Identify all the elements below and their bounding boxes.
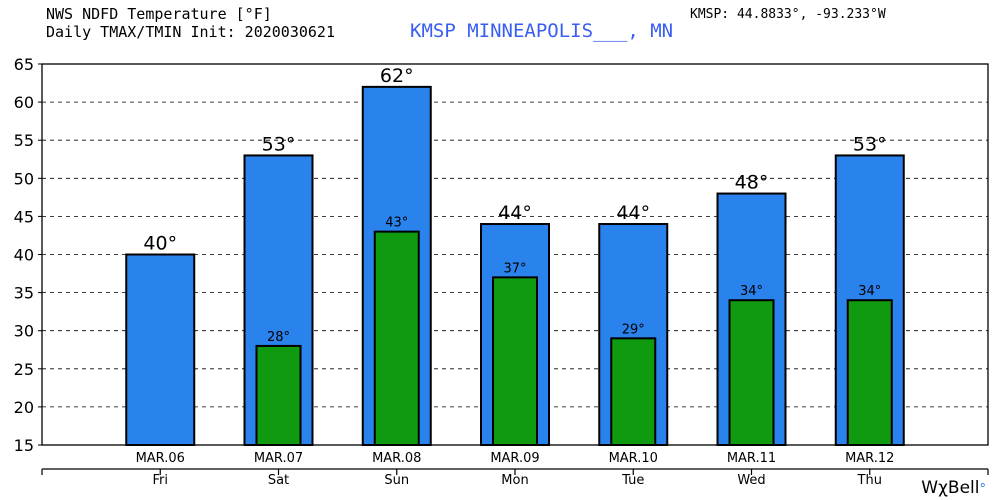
x-day-label: Tue [621, 473, 644, 488]
y-tick-label: 25 [14, 360, 34, 379]
tmin-bar [255, 344, 302, 446]
x-date-label: MAR.12 [845, 451, 894, 466]
y-tick-label: 20 [14, 398, 34, 417]
y-tick-label: 45 [14, 207, 34, 226]
tmin-label: 29° [622, 322, 645, 337]
y-tick-label: 65 [14, 55, 34, 74]
tmax-bar [125, 253, 196, 446]
tmax-label: 62° [380, 65, 414, 87]
x-day-label: Fri [153, 473, 169, 488]
tmin-label: 34° [858, 284, 881, 299]
tmin-bar [492, 276, 538, 446]
tmin-bar [846, 299, 893, 446]
tmin-bar [728, 299, 775, 446]
tmin-bar [610, 337, 657, 447]
y-tick-label: 50 [14, 169, 34, 188]
x-day-label: Wed [737, 473, 765, 488]
station-coordinates: KMSP: 44.8833°, -93.233°W [690, 7, 886, 22]
x-day-label: Mon [501, 473, 528, 488]
x-date-label: MAR.07 [254, 451, 303, 466]
y-tick-label: 40 [14, 246, 34, 265]
y-tick-label: 35 [14, 284, 34, 303]
tmax-label: 44° [616, 202, 650, 224]
x-date-label: MAR.06 [136, 451, 185, 466]
x-date-label: MAR.11 [727, 451, 776, 466]
tmax-label: 53° [262, 133, 296, 155]
y-tick-label: 30 [14, 322, 34, 341]
x-date-label: MAR.08 [372, 451, 421, 466]
tmax-label: 48° [735, 172, 769, 194]
tmax-label: 53° [853, 133, 887, 155]
chart-title-line1: NWS NDFD Temperature [°F] [46, 5, 272, 23]
x-day-label: Thu [857, 473, 882, 488]
y-tick-label: 60 [14, 93, 34, 112]
tmin-label: 28° [267, 330, 290, 345]
brand-logo: WχBell° [921, 478, 986, 498]
y-tick-label: 15 [14, 436, 34, 455]
chart-title-line2: Daily TMAX/TMIN Init: 2020030621 [46, 23, 335, 41]
tmin-label: 34° [740, 284, 763, 299]
x-day-label: Sun [384, 473, 409, 488]
y-tick-label: 55 [14, 131, 34, 150]
x-date-label: MAR.10 [609, 451, 658, 466]
tmax-label: 44° [498, 202, 532, 224]
tmin-label: 43° [385, 216, 408, 231]
tmax-label: 40° [143, 233, 177, 255]
tmin-label: 37° [503, 261, 526, 276]
tmin-bar [373, 230, 420, 446]
x-day-label: Sat [268, 473, 289, 488]
x-date-label: MAR.09 [490, 451, 539, 466]
station-name: KMSP MINNEAPOLIS___, MN [410, 20, 674, 42]
